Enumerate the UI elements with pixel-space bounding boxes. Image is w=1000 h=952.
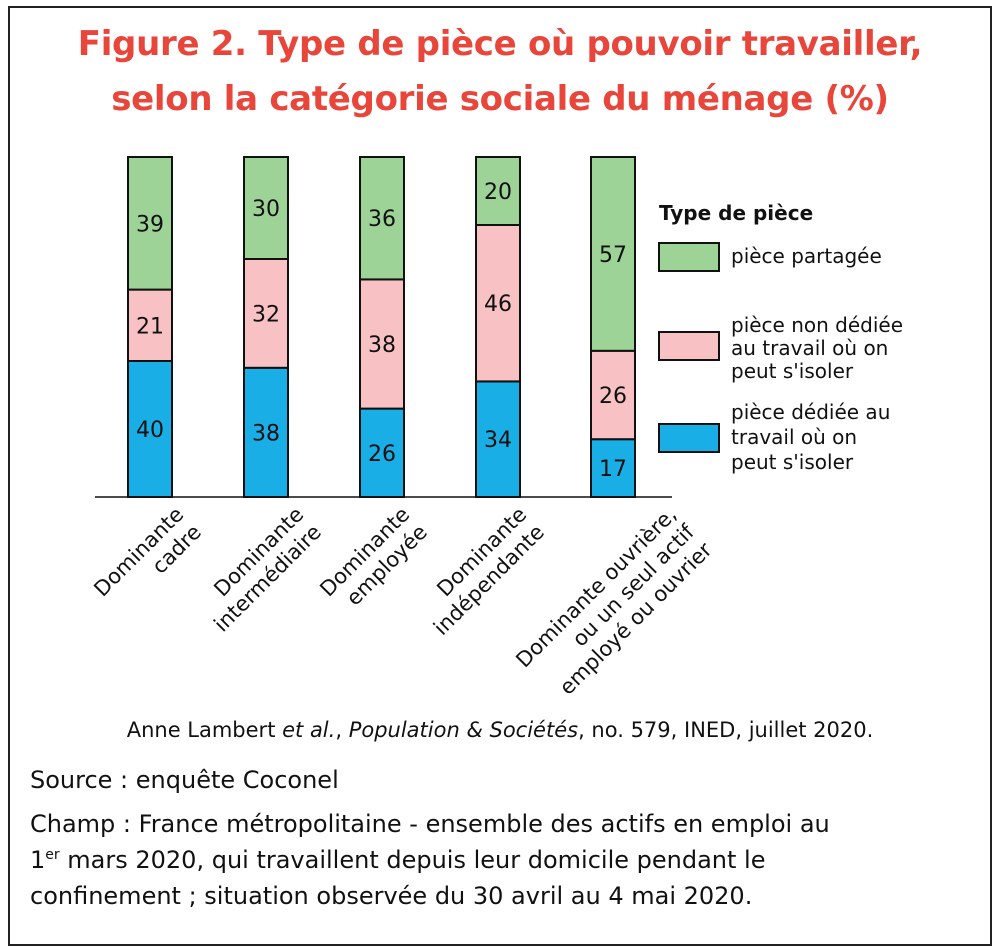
legend-swatch: [658, 331, 720, 361]
data-label: 57: [599, 243, 627, 268]
champ-rest: mars 2020, qui travaillent depuis leur d…: [59, 846, 766, 874]
bar-segment: [359, 407, 405, 499]
data-label: 46: [484, 292, 512, 317]
data-label: 34: [484, 428, 512, 453]
data-label: 40: [136, 418, 164, 443]
legend-label: au travail où on: [731, 336, 888, 360]
bar-segment: [243, 366, 289, 498]
chart-title-line-1: Figure 2. Type de pièce où pouvoir trava…: [77, 24, 923, 64]
data-label: 26: [368, 442, 396, 467]
bar-segment: [590, 156, 636, 352]
bar-segment: [127, 156, 173, 291]
data-label: 39: [136, 212, 164, 237]
bar-segment: [590, 349, 636, 441]
bar-segment: [359, 156, 405, 281]
champ-num: 1: [30, 846, 46, 874]
legend-label: peut s'isoler: [731, 450, 854, 474]
champ-note-line-2: 1er mars 2020, qui travaillent depuis le…: [30, 846, 765, 874]
legend-label: pièce non dédiée: [731, 313, 903, 337]
citation-etal: et al.: [282, 718, 336, 742]
citation-sep: ,: [335, 718, 349, 742]
data-label: 38: [252, 421, 280, 446]
legend-label: pièce partagée: [731, 244, 882, 268]
champ-note-line-1: Champ : France métropolitaine - ensemble…: [30, 810, 830, 838]
data-label: 26: [599, 384, 627, 409]
data-label: 30: [252, 197, 280, 222]
champ-note-line-3: confinement ; situation observée du 30 a…: [30, 882, 753, 910]
legend-swatch: [658, 242, 720, 272]
legend-label: pièce dédiée au: [731, 400, 890, 424]
bar-segment: [243, 258, 289, 369]
data-label: 36: [368, 207, 396, 232]
bar-segment: [475, 224, 521, 383]
legend-label: travail où on: [731, 425, 857, 449]
figure-frame: [8, 6, 992, 946]
chart-title-line-2: selon la catégorie sociale du ménage (%): [111, 79, 889, 119]
data-label: 21: [136, 314, 164, 339]
legend-swatch: [658, 423, 720, 453]
bar-segment: [475, 156, 521, 226]
citation-journal: Population & Sociétés: [348, 718, 579, 742]
source-note: Source : enquête Coconel: [30, 766, 339, 794]
citation-author: Anne Lambert: [126, 718, 283, 742]
data-label: 17: [599, 457, 627, 482]
data-label: 32: [252, 302, 280, 327]
bar-segment: [243, 156, 289, 260]
citation-rest: , no. 579, INED, juillet 2020.: [578, 718, 874, 742]
bar-segment: [127, 288, 173, 363]
legend-label: peut s'isoler: [731, 359, 854, 383]
citation: Anne Lambert et al., Population & Sociét…: [0, 718, 1000, 742]
legend-title: Type de pièce: [659, 201, 813, 225]
data-label: 20: [484, 180, 512, 205]
champ-sup: er: [45, 847, 60, 863]
data-label: 38: [368, 333, 396, 358]
